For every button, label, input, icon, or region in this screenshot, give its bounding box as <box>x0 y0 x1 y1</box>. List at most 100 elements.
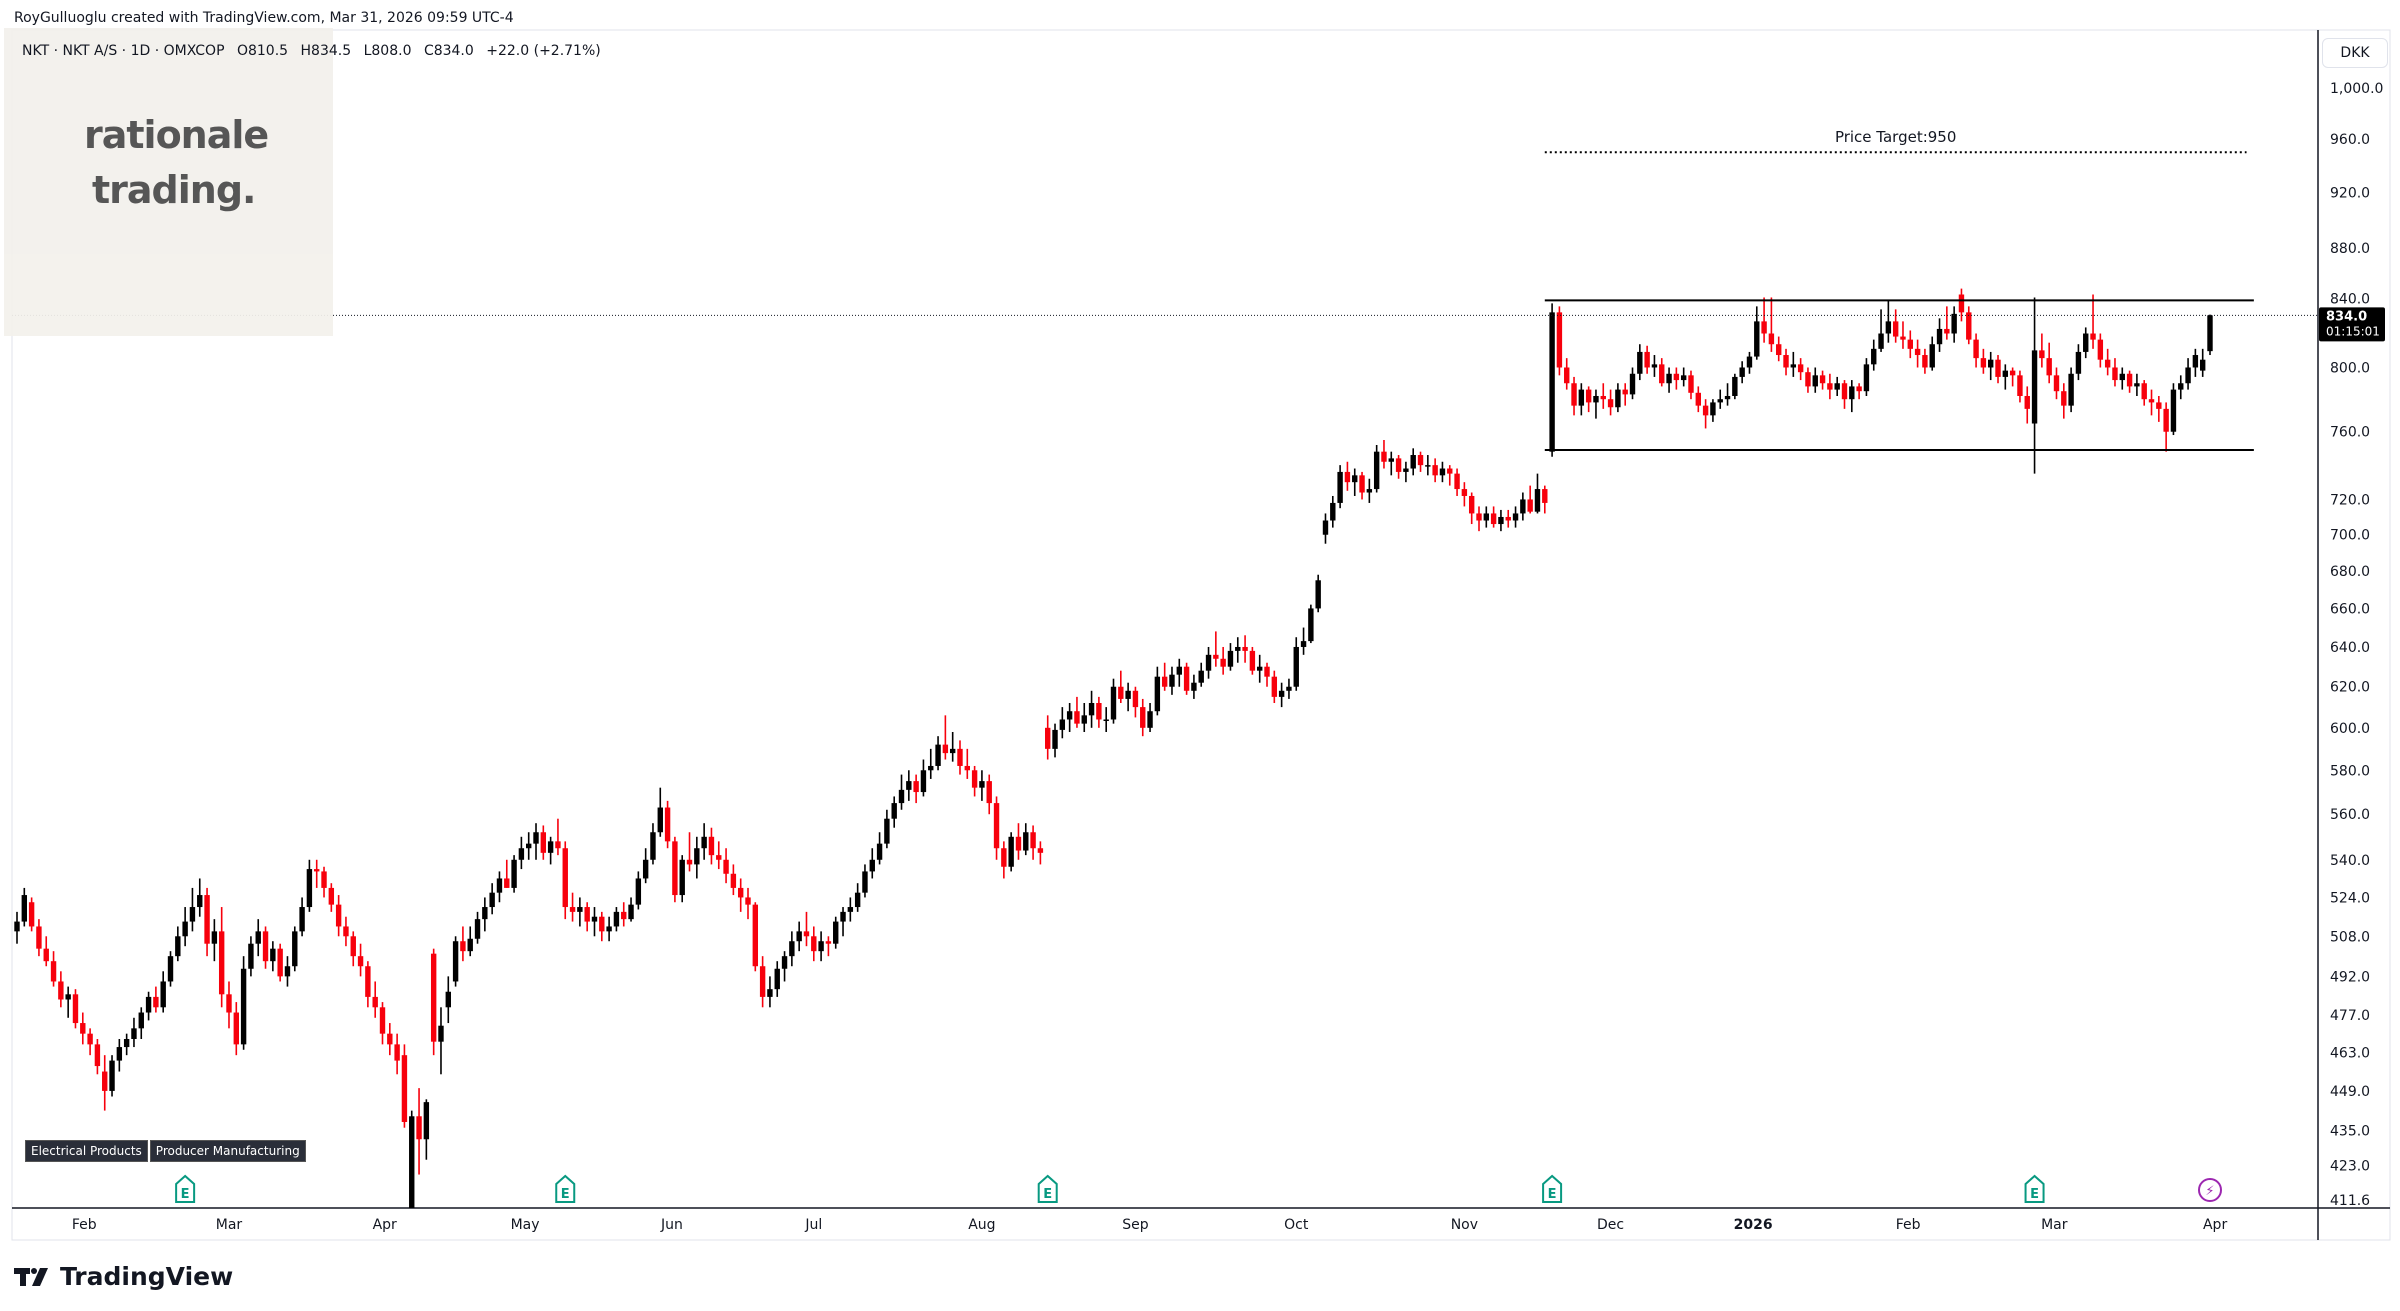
candle-down <box>28 897 35 932</box>
candle-body <box>482 907 488 920</box>
candle-body <box>226 994 232 1013</box>
candle-up <box>1169 666 1175 695</box>
dividend-icon[interactable] <box>2198 1178 2222 1202</box>
candle-down <box>460 926 466 962</box>
candle-up <box>167 951 174 987</box>
candle-body <box>1702 405 1709 416</box>
candle-up <box>840 907 846 937</box>
candle-body <box>2163 408 2169 432</box>
candle-up <box>1081 703 1087 732</box>
candle-body <box>540 832 547 853</box>
candle-up <box>14 911 20 944</box>
candle-down <box>621 902 627 927</box>
candle-down <box>752 902 759 972</box>
candle-down <box>1045 715 1051 760</box>
y-tick-label: 492.0 <box>2330 969 2370 985</box>
candle-up <box>116 1039 123 1072</box>
candle-down <box>2141 380 2147 406</box>
brand-watermark: rationale trading. <box>4 28 333 336</box>
candle-body <box>1914 348 1921 356</box>
candle-up <box>818 931 824 962</box>
candle-up <box>2192 348 2199 377</box>
candle-down <box>1161 662 1168 691</box>
candle-body <box>1330 502 1336 521</box>
x-tick-label: Jul <box>804 1217 822 1233</box>
candle-body <box>167 956 174 982</box>
candle-up <box>496 871 503 903</box>
candle-up <box>628 897 634 922</box>
candle-down <box>664 800 671 849</box>
candle-up <box>2068 367 2074 413</box>
candle-down <box>350 931 356 967</box>
candle-body <box>533 832 539 844</box>
candle-down <box>825 936 832 957</box>
candle-body <box>2024 395 2030 409</box>
candle-body <box>365 966 371 997</box>
candle-down <box>1249 646 1256 675</box>
candle-body <box>467 938 473 952</box>
candle-up <box>175 926 181 962</box>
tradingview-logo[interactable]: TradingView <box>14 1262 233 1291</box>
earnings-icon[interactable] <box>175 1174 196 1203</box>
candle-down <box>1922 348 1928 374</box>
candle-body <box>416 1116 422 1140</box>
open-value: O810.5 <box>236 43 289 59</box>
candle-body <box>1381 451 1387 462</box>
candle-body <box>65 994 71 1000</box>
candle-down <box>1564 358 1570 390</box>
candle-down <box>1980 348 1987 374</box>
earnings-icon[interactable] <box>1542 1174 1563 1203</box>
candle-body <box>1585 389 1592 403</box>
candle-up <box>1315 574 1321 613</box>
candle-body <box>1249 650 1256 671</box>
candle-body <box>1871 348 1877 365</box>
candle-down <box>1973 333 1979 368</box>
candle-body <box>1966 312 1972 340</box>
candle-up <box>650 823 656 865</box>
candle-body <box>438 1025 444 1042</box>
candle-body <box>58 981 64 1000</box>
candle-down <box>1542 485 1548 514</box>
symbol-info[interactable]: NKT · NKT A/S · 1D · OMXCOP <box>22 43 225 59</box>
candle-body <box>1564 367 1570 384</box>
tag-industry[interactable]: Producer Manufacturing <box>149 1140 306 1162</box>
candle-body <box>1344 471 1351 483</box>
candle-body <box>1936 328 1943 345</box>
earnings-icon[interactable] <box>2024 1174 2045 1203</box>
candle-down <box>43 936 49 967</box>
candle-body <box>1856 386 1862 392</box>
candle-up <box>1257 654 1263 683</box>
candle-body <box>87 1033 93 1045</box>
earnings-icon[interactable] <box>1037 1174 1058 1203</box>
candle-body <box>138 1012 144 1029</box>
candle-body <box>1425 465 1431 467</box>
candle-up <box>1330 495 1336 528</box>
candle-up <box>1066 703 1073 732</box>
candle-body <box>1680 375 1687 381</box>
candle-body <box>452 941 459 982</box>
candle-up <box>1154 666 1161 716</box>
y-tick-label: 800.0 <box>2330 360 2370 376</box>
x-tick-label: 2026 <box>1734 1217 1773 1233</box>
candle-body <box>1220 658 1226 667</box>
candle-body <box>1754 321 1760 357</box>
tag-sector[interactable]: Electrical Products <box>25 1140 148 1162</box>
candle-body <box>1052 729 1058 749</box>
candle-up <box>1534 473 1541 514</box>
candle-body <box>72 994 79 1024</box>
candle-down <box>1242 635 1248 663</box>
candle-down <box>1688 370 1694 400</box>
candle-up <box>1812 367 1818 393</box>
earnings-icon[interactable] <box>555 1174 576 1203</box>
x-tick-label: Apr <box>373 1217 397 1233</box>
candle-body <box>642 859 649 879</box>
currency-button[interactable]: DKK <box>2322 38 2388 68</box>
candle-body <box>1432 465 1438 476</box>
candle-body <box>14 921 20 932</box>
candle-body <box>1410 455 1416 469</box>
candle-body <box>1388 458 1394 462</box>
candle-down <box>1644 345 1650 374</box>
candle-body <box>1512 513 1519 521</box>
candle-body <box>189 907 196 922</box>
